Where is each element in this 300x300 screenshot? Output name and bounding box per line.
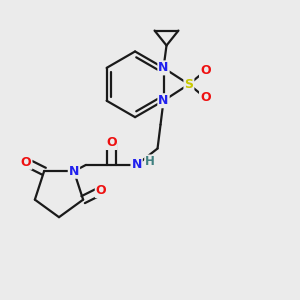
Text: N: N	[69, 165, 79, 178]
Text: H: H	[145, 155, 155, 168]
Text: O: O	[106, 136, 117, 149]
Text: N: N	[131, 158, 142, 171]
Text: O: O	[200, 64, 211, 77]
Text: O: O	[96, 184, 106, 197]
Text: O: O	[21, 156, 32, 169]
Text: O: O	[200, 91, 211, 104]
Text: N: N	[158, 94, 169, 107]
Text: S: S	[184, 78, 194, 91]
Text: N: N	[158, 61, 169, 74]
